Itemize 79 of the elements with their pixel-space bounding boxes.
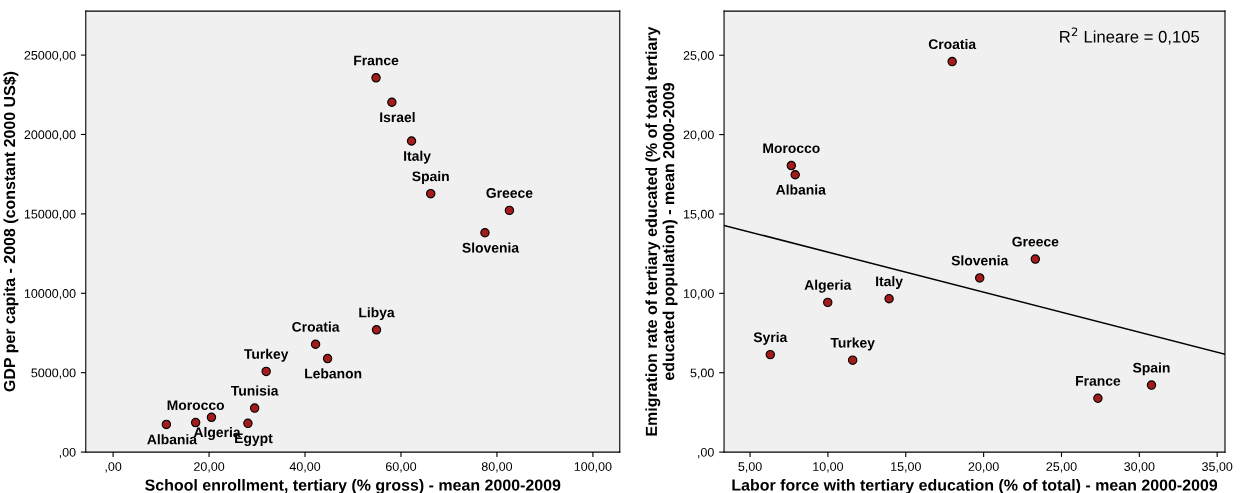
point [765,349,776,360]
x-tick-label: 20,00 [968,462,999,473]
x-tick-label: 25,00 [1046,462,1077,473]
annotation: Spain [412,171,449,184]
x-tick-label: 5,00 [738,462,762,473]
x-tick-label: 60,00 [385,462,417,473]
annotation: R$^{2}$ Lineare = 0,105 [1060,27,1200,45]
x-tick-label: 30,00 [1124,462,1155,473]
y-tick-label: ,00 [59,447,76,459]
y-tick-label: 10000,00 [24,289,76,300]
x-axis-title: School enrollment, tertiary (% gross) - mean 2000-2009 [145,479,561,493]
point [406,136,417,146]
y-tick-label: 5000,00 [31,368,76,379]
point [947,56,957,67]
annotation: Slovenia [462,242,520,253]
y-tick-label: 20,00 [683,130,714,141]
annotation: Libya [359,307,395,321]
point [884,294,894,304]
x-tick-label: 35,00 [1202,462,1233,473]
annotation: Italy [876,276,903,290]
x-tick-label: 80,00 [481,462,513,473]
point [161,419,172,430]
annotation: Algeria [804,279,852,293]
annotation: Syria [753,331,788,345]
annotation: Croatia [292,321,340,332]
annotation: France [1076,376,1121,386]
annotation: Greece [1012,236,1059,247]
point [1146,380,1157,390]
annotation: Italy [404,150,431,164]
x-axis-title: Labor force with tertiary education (% of total) - mean 2000-2009 [732,479,1218,493]
annotation: Greece [486,188,533,198]
point [975,273,985,283]
y-axis-title: Emigration rate of tertiary educated (% of total tertiary educated population) - mean 2000-2009 [645,26,678,436]
y-tick-label: 5,00 [690,368,714,379]
y-tick-label: 25000,00 [24,50,76,62]
point [847,355,858,365]
annotation: Israel [380,111,415,123]
point [371,325,382,335]
annotation: Spain [1132,362,1170,376]
y-tick-label: 15000,00 [24,209,76,221]
annotation: Lebanon [305,368,362,379]
annotation: Morocco [763,143,820,154]
point [261,366,271,377]
point [322,353,333,364]
annotation: Morocco [167,400,225,411]
point [786,160,797,171]
point [206,412,217,423]
point [371,73,381,83]
x-tick-label: 100,00 [574,462,612,473]
point [387,97,397,107]
annotation: France [354,55,399,66]
point [243,418,253,429]
x-tick-label: 20,00 [194,462,225,473]
y-tick-label: 25,00 [683,51,714,62]
y-tick-label: 20000,00 [24,130,76,141]
x-tick-label: 10,00 [813,462,844,473]
point [1093,393,1103,403]
point [504,205,515,216]
point [249,403,260,413]
point [190,417,201,428]
annotation: Croatia [928,38,977,50]
annotation: Slovenia [951,255,1009,266]
point [310,339,321,349]
y-tick-label: ,00 [698,447,714,459]
y-tick-label: 15,00 [684,209,714,221]
annotation: Turkey [244,348,289,362]
annotation: Tunisia [231,385,279,396]
point [426,188,436,199]
point [823,297,833,308]
x-tick-label: ,00 [105,462,122,473]
point [790,170,800,180]
point [1030,254,1041,264]
y-axis-title: GDP per capita - 2008 (constant 2000 US$) [3,71,19,392]
annotation: Albania [776,184,826,195]
point [480,228,490,238]
annotation: Turkey [830,337,875,351]
y-tick-label: 10,00 [684,289,714,300]
x-tick-label: 40,00 [289,462,321,473]
x-tick-label: 15,00 [891,462,921,473]
